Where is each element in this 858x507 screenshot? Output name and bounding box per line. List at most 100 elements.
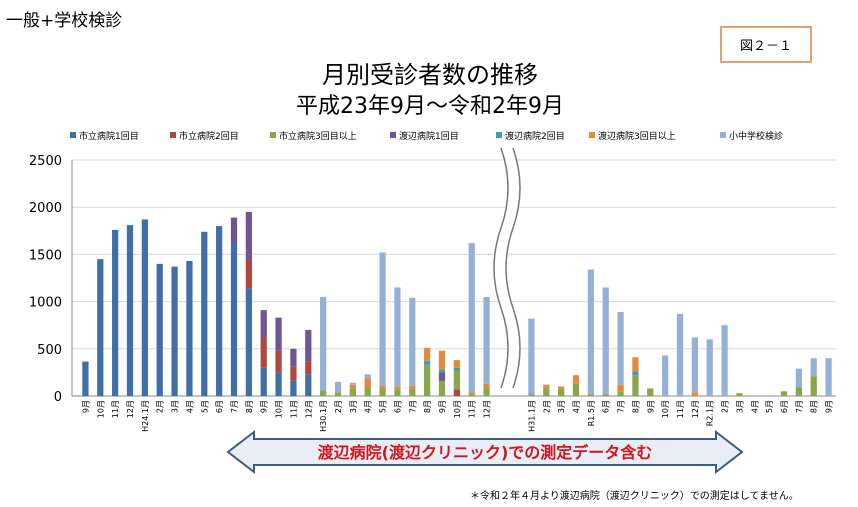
- x-tick-label: 11月: [468, 400, 477, 418]
- bar-segment: [572, 375, 580, 384]
- bar-segment: [617, 384, 624, 392]
- bar-segment: [736, 393, 743, 396]
- x-tick-label: 3月: [349, 400, 358, 413]
- bar-segment: [290, 366, 297, 381]
- bar-segment: [245, 288, 252, 396]
- bar-segment: [349, 382, 356, 385]
- bar-segment: [438, 372, 446, 381]
- bar-segment: [334, 392, 342, 396]
- bar-segment: [468, 394, 475, 396]
- bar-segment: [305, 361, 312, 375]
- bar-segment: [201, 231, 208, 396]
- bar-segment: [290, 380, 297, 396]
- legend-label: 渡辺病院1回目: [399, 130, 459, 142]
- bar-segment: [780, 391, 788, 396]
- bar-segment: [691, 392, 698, 396]
- bar-segment: [424, 347, 431, 362]
- bar-segment: [543, 388, 550, 396]
- x-tick-label: 6月: [780, 400, 789, 413]
- x-tick-label: H30.1月: [319, 400, 328, 432]
- x-tick-label: 7月: [230, 400, 239, 413]
- bar-segment: [483, 383, 490, 389]
- bar-segment: [453, 370, 460, 390]
- x-tick-label: 2月: [334, 400, 343, 413]
- x-tick-label: 12月: [304, 400, 313, 418]
- bar-segment: [810, 376, 817, 396]
- x-tick-label: 9月: [438, 400, 447, 413]
- bar-segment: [438, 380, 446, 396]
- y-tick-label: 2500: [29, 154, 62, 169]
- bar-segment: [394, 389, 401, 396]
- page-label: 一般+学校検診: [6, 11, 123, 31]
- bar-segment: [483, 388, 490, 396]
- bar-segment: [156, 263, 163, 396]
- bar-segment: [112, 229, 119, 396]
- bar-segment: [379, 252, 386, 386]
- bar-segment: [617, 311, 624, 385]
- bar-segment: [587, 394, 594, 396]
- y-tick-label: 1000: [29, 296, 62, 311]
- y-tick-label: 0: [54, 390, 62, 405]
- legend-label: 小中学校検診: [729, 130, 783, 142]
- x-tick-label: 8月: [423, 400, 432, 413]
- legend-swatch: [70, 132, 76, 138]
- bar-segment: [305, 329, 312, 362]
- chart-subtitle: 平成23年9月～令和2年9月: [296, 94, 564, 119]
- y-tick-label: 1500: [29, 248, 62, 263]
- bar-segment: [379, 385, 386, 389]
- footnote: ＊令和２年４月より渡辺病院（渡辺クリニック）での測定はしてません。: [470, 491, 799, 502]
- bar-segment: [275, 372, 282, 396]
- legend-label: 市立病院1回目: [79, 130, 139, 142]
- bar-segment: [558, 386, 565, 390]
- bar-segment: [364, 378, 371, 388]
- legend-swatch: [496, 132, 502, 138]
- bar-segment: [662, 355, 669, 396]
- x-tick-label: 11月: [289, 400, 298, 418]
- x-tick-label: 4月: [750, 400, 759, 413]
- bar-segment: [558, 389, 565, 396]
- bar-segment: [632, 371, 639, 376]
- x-tick-label: 7月: [408, 400, 417, 413]
- bar-segment: [394, 287, 401, 387]
- x-tick-label: 9月: [260, 400, 269, 413]
- axis-break-band: [493, 145, 521, 391]
- bar-segment: [453, 389, 460, 396]
- bar-segment: [587, 269, 594, 395]
- bar-segment: [379, 388, 386, 396]
- y-tick-label: 500: [37, 343, 62, 358]
- bar-segment: [810, 358, 817, 377]
- x-tick-label: 8月: [810, 400, 819, 413]
- figure-label: 図２－１: [739, 39, 792, 54]
- x-tick-label: 6月: [215, 400, 224, 413]
- y-tick-label: 2000: [29, 201, 62, 216]
- legend-swatch: [270, 132, 276, 138]
- legend-label: 市立病院3回目以上: [279, 130, 357, 142]
- annotation-text: 渡辺病院(渡辺クリニック)での測定データ含む: [318, 443, 653, 462]
- x-tick-label: 2月: [721, 400, 730, 413]
- bar-segment: [424, 364, 431, 396]
- x-tick-label: 4月: [185, 400, 194, 413]
- legend-swatch: [170, 132, 176, 138]
- bar-segment: [260, 310, 267, 338]
- legend-label: 渡辺病院3回目以上: [598, 130, 676, 142]
- bar-segment: [275, 350, 282, 373]
- x-tick-label: 10月: [453, 400, 462, 418]
- x-tick-label: 11月: [111, 400, 120, 418]
- bar-segment: [453, 360, 460, 368]
- bar-segment: [334, 381, 342, 393]
- bar-segment: [647, 388, 654, 396]
- bar-segment: [171, 266, 178, 396]
- legend-swatch: [720, 132, 726, 138]
- x-tick-label: 4月: [364, 400, 373, 413]
- bar-segment: [260, 337, 267, 368]
- axis-break-line-right: [505, 147, 521, 389]
- x-tick-label: R2.1月: [706, 400, 715, 426]
- x-tick-label: 3月: [735, 400, 744, 413]
- x-tick-label: 7月: [617, 400, 626, 413]
- x-tick-label: 11月: [676, 400, 685, 418]
- x-tick-label: 10月: [96, 400, 105, 418]
- bar-segment: [424, 361, 431, 365]
- bar-segment: [126, 225, 134, 396]
- bar-segment: [364, 387, 371, 396]
